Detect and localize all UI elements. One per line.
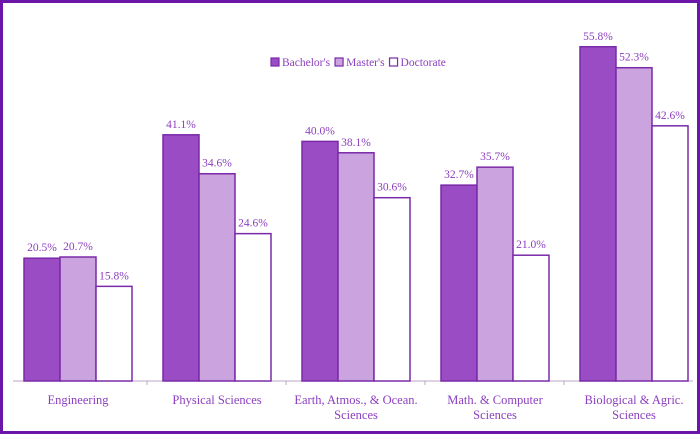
legend-swatch <box>270 57 280 67</box>
value-label: 30.6% <box>377 182 407 194</box>
bar-doctorate-1 <box>234 232 272 382</box>
value-label: 34.6% <box>202 158 232 170</box>
legend-label: Bachelor's <box>282 57 331 69</box>
value-label: 20.5% <box>27 242 57 254</box>
x-tick-label: Earth, Atmos., & Ocean. <box>294 393 417 407</box>
bar-doctorate-4 <box>651 125 689 382</box>
value-label: 21.0% <box>516 239 546 251</box>
bar-doctorate-2 <box>373 196 411 382</box>
bar-chart: 20.5% 20.7% 15.8% Engineering 41.1% 34.6% 24.6… <box>13 31 693 422</box>
x-tick-label: Biological & Agric. <box>585 393 684 407</box>
legend-label: Master's <box>346 57 385 69</box>
bar-masters-4 <box>615 66 653 382</box>
bar-doctorate-0 <box>95 285 133 382</box>
bar-bachelors-1 <box>162 134 200 382</box>
legend-swatch <box>334 57 344 67</box>
value-label: 35.7% <box>480 151 510 163</box>
bar-bachelors-2 <box>301 140 339 382</box>
x-tick-label: Math. & Computer <box>447 393 543 407</box>
bar-masters-3 <box>476 166 514 382</box>
bar-bachelors-4 <box>579 46 617 382</box>
x-tick-label: Sciences <box>473 408 517 422</box>
value-label: 41.1% <box>166 119 196 131</box>
value-label: 20.7% <box>63 241 93 253</box>
value-label: 40.0% <box>305 125 335 137</box>
value-label: 55.8% <box>583 31 613 43</box>
value-label: 42.6% <box>655 110 685 122</box>
bar-bachelors-3 <box>440 184 478 382</box>
x-tick-label: Sciences <box>334 408 378 422</box>
x-tick-label: Engineering <box>47 393 109 407</box>
value-label: 32.7% <box>444 169 474 181</box>
x-tick-label: Physical Sciences <box>172 393 261 407</box>
bar-masters-2 <box>337 152 375 382</box>
value-label: 38.1% <box>341 137 371 149</box>
legend-label: Doctorate <box>401 57 446 69</box>
bar-bachelors-0 <box>23 257 61 382</box>
value-label: 15.8% <box>99 270 129 282</box>
value-label: 52.3% <box>619 52 649 64</box>
bar-masters-1 <box>198 172 236 382</box>
bar-masters-0 <box>59 256 97 382</box>
value-label: 24.6% <box>238 218 268 230</box>
x-tick-label: Sciences <box>612 408 656 422</box>
legend-swatch <box>388 57 399 67</box>
bar-doctorate-3 <box>512 254 550 382</box>
